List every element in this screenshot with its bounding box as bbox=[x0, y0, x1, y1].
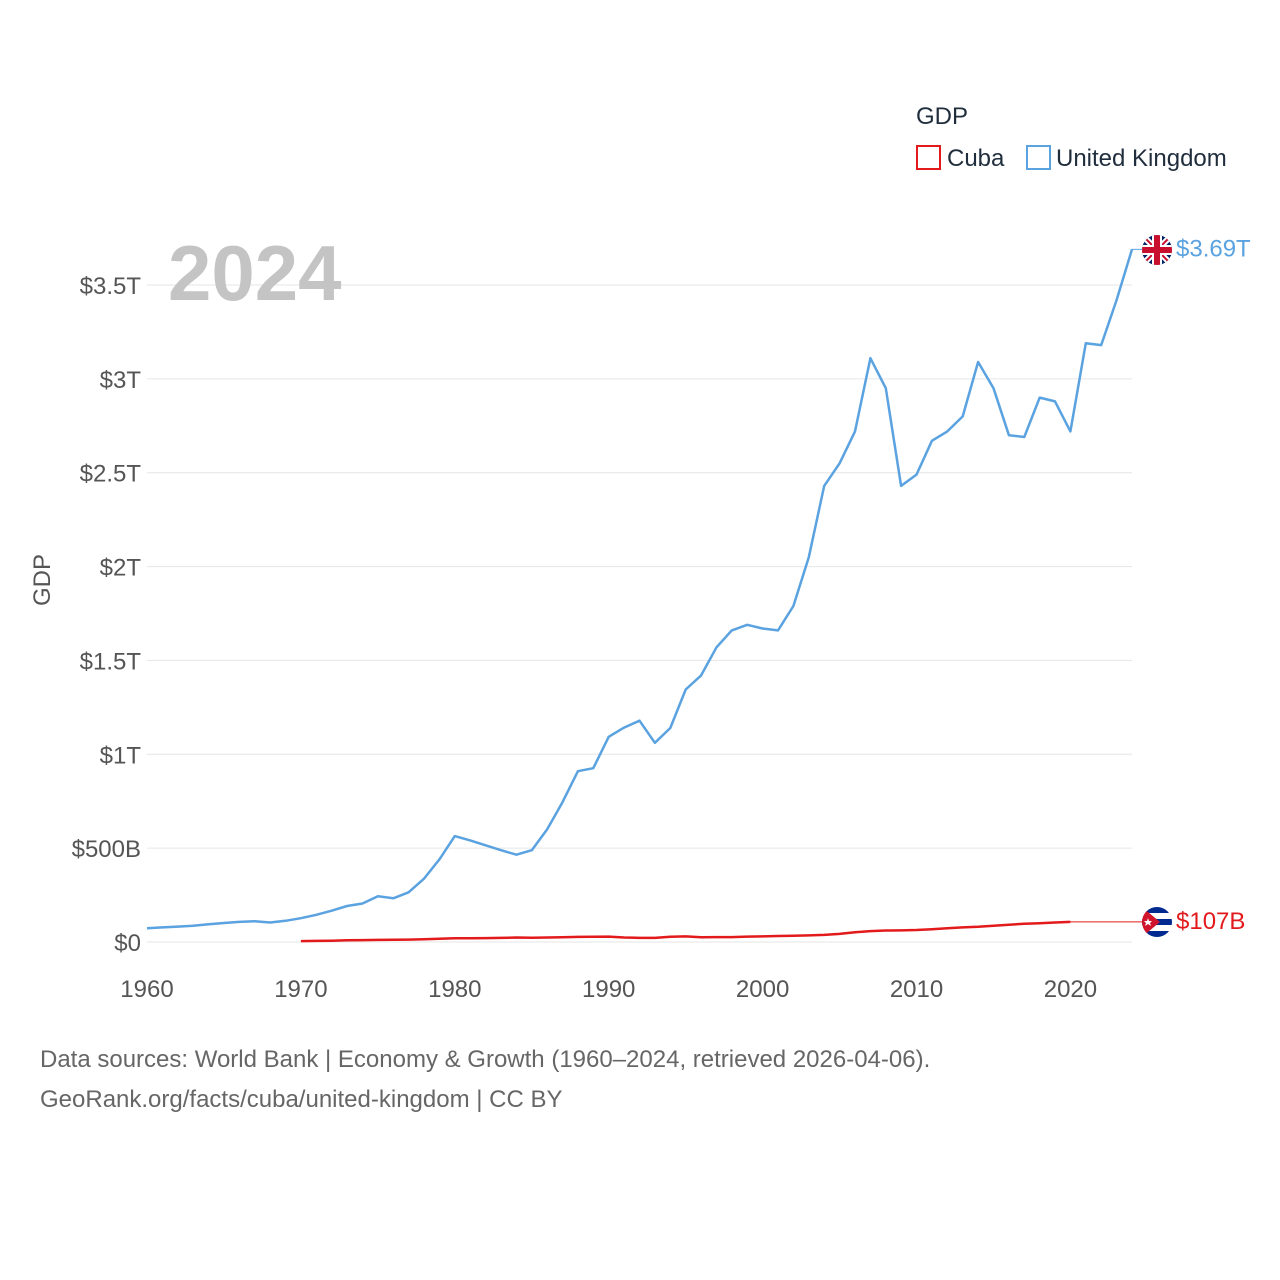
x-axis-ticks: 1960 1970 1980 1990 2000 2010 2020 bbox=[120, 976, 1097, 1003]
gdp-line-chart: $0 $500B $1T $1.5T $2T $2.5T $3T $3.5T 1960 1970… bbox=[29, 103, 1251, 1003]
x-tick-label: 2020 bbox=[1044, 976, 1097, 1003]
y-tick-label: $2.5T bbox=[80, 461, 142, 488]
y-tick-label: $2T bbox=[100, 555, 142, 582]
footer-sources: Data sources: World Bank | Economy & Gro… bbox=[40, 1046, 931, 1073]
series-lines bbox=[146, 248, 1134, 943]
y-tick-label: $500B bbox=[72, 836, 141, 863]
footer-link[interactable]: GeoRank.org/facts/cuba/united-kingdom | … bbox=[40, 1086, 563, 1113]
end-labels: $107B $3.69T bbox=[1070, 235, 1251, 935]
legend-item-united-kingdom[interactable]: United Kingdom bbox=[1026, 145, 1227, 172]
y-tick-label: $3T bbox=[100, 367, 142, 394]
legend-label-cuba: Cuba bbox=[947, 145, 1005, 172]
legend-swatch-cuba bbox=[916, 145, 941, 170]
legend-item-cuba[interactable]: Cuba bbox=[916, 145, 1005, 172]
legend: GDP Cuba United Kingdom bbox=[916, 103, 1227, 172]
legend-swatch-united-kingdom bbox=[1026, 145, 1051, 170]
y-axis-title: GDP bbox=[29, 554, 56, 606]
x-tick-label: 1980 bbox=[428, 976, 481, 1003]
x-tick-label: 2000 bbox=[736, 976, 789, 1003]
uk-flag-icon bbox=[1142, 235, 1172, 265]
gridlines bbox=[147, 284, 1132, 943]
year-label: 2024 bbox=[168, 229, 342, 317]
series-line-cuba bbox=[300, 920, 1071, 943]
x-tick-label: 1960 bbox=[120, 976, 173, 1003]
x-tick-label: 1990 bbox=[582, 976, 635, 1003]
cuba-flag-icon bbox=[1142, 907, 1172, 937]
x-tick-label: 2010 bbox=[890, 976, 943, 1003]
y-tick-label: $0 bbox=[114, 930, 141, 957]
y-tick-label: $1.5T bbox=[80, 648, 142, 675]
footer: Data sources: World Bank | Economy & Gro… bbox=[40, 1040, 930, 1120]
series-line-united-kingdom bbox=[146, 248, 1134, 930]
legend-title: GDP bbox=[916, 103, 968, 130]
y-tick-label: $3.5T bbox=[80, 273, 142, 300]
legend-label-united-kingdom: United Kingdom bbox=[1056, 145, 1227, 172]
x-tick-label: 1970 bbox=[274, 976, 327, 1003]
y-axis-ticks: $0 $500B $1T $1.5T $2T $2.5T $3T $3.5T bbox=[72, 273, 142, 957]
end-label-united-kingdom: $3.69T bbox=[1176, 235, 1251, 262]
end-label-cuba: $107B bbox=[1176, 908, 1245, 935]
y-tick-label: $1T bbox=[100, 742, 142, 769]
